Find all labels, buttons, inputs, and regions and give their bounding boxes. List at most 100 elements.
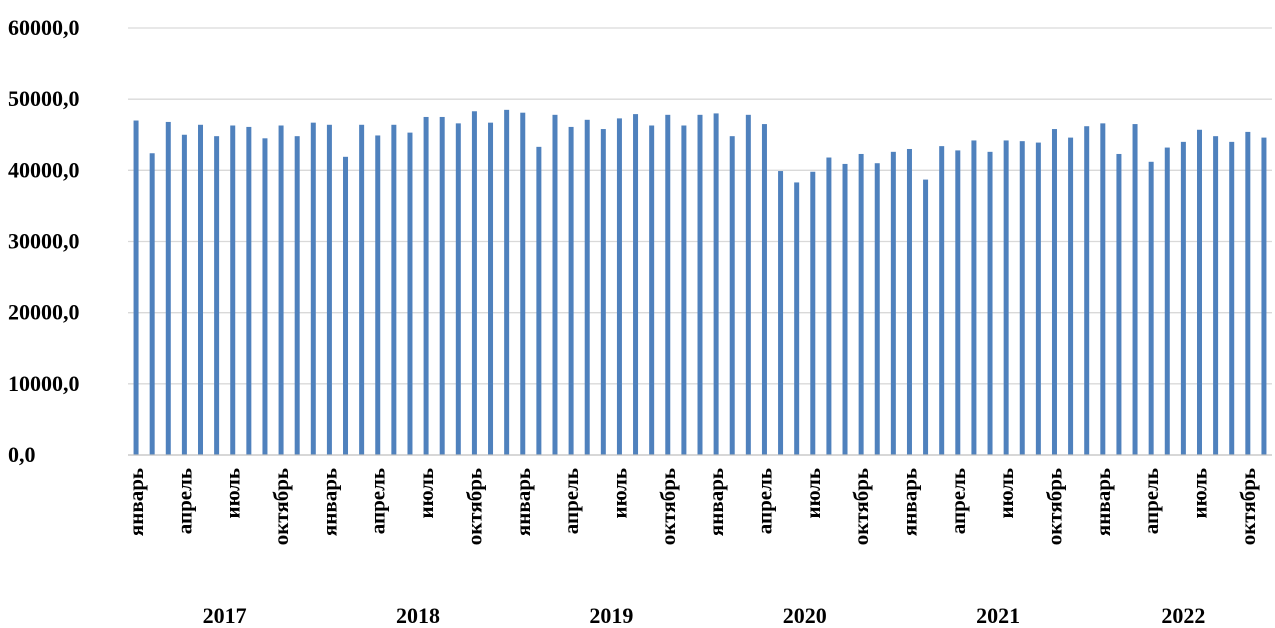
- bar: [504, 109, 510, 455]
- bar: [874, 163, 880, 455]
- bar: [520, 112, 526, 456]
- bar-series: [133, 109, 1267, 456]
- bar: [214, 136, 220, 455]
- bar: [407, 132, 413, 456]
- bar: [1100, 123, 1106, 455]
- bar: [923, 179, 929, 455]
- bar: [649, 125, 655, 455]
- x-month-label: июль: [1187, 468, 1211, 519]
- x-year-label: 2022: [1161, 603, 1205, 628]
- x-month-label: июль: [801, 468, 825, 519]
- bar: [778, 171, 784, 456]
- x-month-label: октябрь: [656, 468, 680, 545]
- bar: [681, 125, 687, 455]
- bar: [1068, 137, 1074, 455]
- bar: [230, 125, 236, 455]
- bar: [488, 122, 494, 455]
- bar: [1180, 141, 1186, 455]
- bar: [1229, 141, 1235, 455]
- bar: [842, 163, 848, 455]
- x-year-label: 2017: [203, 603, 247, 628]
- x-month-label: октябрь: [462, 468, 486, 545]
- bar: [198, 124, 204, 455]
- bar: [794, 182, 800, 455]
- x-month-label: октябрь: [1042, 468, 1066, 545]
- bar: [391, 124, 397, 455]
- x-month-label: апрель: [946, 468, 970, 534]
- x-month-label: июль: [994, 468, 1018, 519]
- bar: [1213, 136, 1219, 455]
- bar: [971, 140, 977, 455]
- bar: [939, 146, 945, 456]
- bar: [1261, 137, 1267, 455]
- bar: [1132, 124, 1138, 455]
- bar: [584, 119, 590, 456]
- x-month-label: январь: [897, 468, 921, 536]
- bar: [633, 114, 639, 455]
- bar: [359, 124, 365, 455]
- x-month-label: апрель: [172, 468, 196, 534]
- bar: [1019, 141, 1025, 455]
- bar: [1003, 140, 1009, 455]
- bar: [294, 136, 300, 455]
- x-year-label: 2021: [976, 603, 1020, 628]
- x-month-label: апрель: [752, 468, 776, 534]
- bar: [568, 126, 574, 456]
- x-year-label: 2019: [589, 603, 633, 628]
- bar: [278, 125, 284, 455]
- bar: [149, 153, 155, 455]
- x-month-label: январь: [124, 468, 148, 536]
- bar: [375, 135, 381, 455]
- bar: [262, 138, 268, 455]
- y-tick-label: 10000,0: [8, 371, 80, 396]
- bar: [745, 114, 751, 455]
- bar: [552, 114, 558, 455]
- bar: [826, 157, 832, 456]
- x-year-label: 2018: [396, 603, 440, 628]
- bar: [471, 111, 477, 455]
- bar: [697, 114, 703, 455]
- x-axis-month-labels: январь апрель июль октябрь январь апрель июль о…: [124, 468, 1260, 545]
- y-axis-tick-labels: 0,0 10000,0 20000,0 30000,0 40000,0 50000,0 60…: [8, 15, 80, 467]
- bar: [761, 124, 767, 455]
- x-axis-year-labels: 2017 2018 2019 2020 2021 2022: [203, 603, 1206, 628]
- x-month-label: апрель: [1139, 468, 1163, 534]
- bar: [343, 156, 349, 456]
- x-month-label: апрель: [366, 468, 390, 534]
- bar: [616, 118, 622, 456]
- bar: [310, 122, 316, 455]
- bar: [1164, 147, 1170, 455]
- bar: [1245, 131, 1251, 456]
- bar: [455, 123, 461, 455]
- bar: [536, 146, 542, 455]
- x-month-label: январь: [317, 468, 341, 536]
- bar: [665, 114, 671, 455]
- bar: [439, 116, 445, 455]
- bar: [600, 129, 606, 455]
- bar: [1116, 153, 1122, 455]
- x-month-label: июль: [221, 468, 245, 519]
- y-tick-label: 50000,0: [8, 86, 80, 111]
- bar: [1084, 126, 1090, 456]
- bar: [181, 134, 187, 455]
- x-month-label: январь: [511, 468, 535, 536]
- bar: [133, 120, 139, 456]
- bar: [906, 148, 912, 455]
- y-tick-label: 60000,0: [8, 15, 80, 40]
- bar: [1051, 129, 1057, 455]
- x-month-label: июль: [607, 468, 631, 519]
- y-tick-label: 0,0: [8, 442, 36, 467]
- bar: [326, 124, 332, 455]
- bar: [1035, 142, 1041, 455]
- y-tick-label: 20000,0: [8, 300, 80, 325]
- bar: [890, 151, 896, 455]
- bar: [955, 150, 961, 455]
- bar: [246, 126, 252, 456]
- bar: [810, 171, 816, 456]
- bar: [1196, 129, 1202, 456]
- bar: [423, 116, 429, 455]
- x-month-label: январь: [704, 468, 728, 536]
- bar: [1148, 161, 1154, 455]
- x-month-label: июль: [414, 468, 438, 519]
